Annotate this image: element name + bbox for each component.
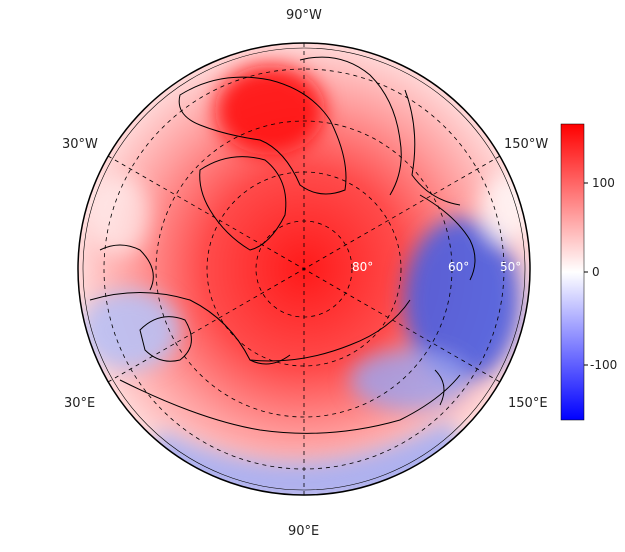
lat-label-60: 60° xyxy=(448,260,470,274)
lon-label-right-lower: 150°E xyxy=(508,396,548,411)
lon-label-left-lower: 30°E xyxy=(64,396,96,411)
colorbar-ticks xyxy=(584,182,588,366)
colorbar-tick-neg100: -100 xyxy=(590,358,618,372)
lat-label-50: 50° xyxy=(500,260,522,274)
colorbar-tick-100: 100 xyxy=(592,176,615,190)
coastlines xyxy=(89,56,476,434)
longitude-grid xyxy=(107,43,501,495)
colorbar-tick-0: 0 xyxy=(592,265,600,279)
map-boundary xyxy=(77,42,531,496)
lon-label-top: 90°W xyxy=(286,8,322,23)
lon-label-left-upper: 30°W xyxy=(62,137,98,152)
colorbar xyxy=(560,123,585,421)
lon-label-bottom: 90°E xyxy=(288,524,320,539)
lon-label-right-upper: 150°W xyxy=(504,137,549,152)
lat-label-80: 80° xyxy=(352,260,374,274)
anomaly-field xyxy=(78,43,530,495)
map-boundary-inner xyxy=(82,47,526,491)
